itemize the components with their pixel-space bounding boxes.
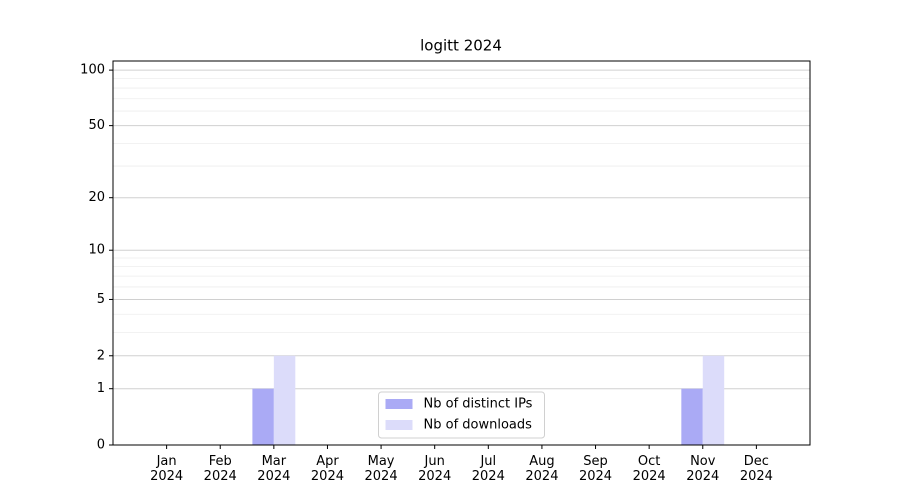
x-tick-label: Mar 2024	[257, 454, 291, 484]
y-tick-label: 0	[97, 438, 105, 453]
bar	[702, 355, 725, 445]
x-tick-label: Jun 2024	[418, 454, 452, 484]
x-tick-label: Apr 2024	[310, 454, 344, 484]
bar	[681, 388, 703, 445]
bar	[273, 355, 296, 445]
x-tick-label: May 2024	[364, 454, 398, 484]
legend-swatch	[385, 420, 413, 430]
x-tick-label: Dec 2024	[739, 454, 773, 484]
y-tick-label: 1	[97, 381, 105, 396]
plot-frame	[112, 60, 811, 446]
y-tick-label: 100	[80, 63, 105, 78]
bar	[252, 388, 274, 445]
x-tick-label: Feb 2024	[203, 454, 237, 484]
legend: Nb of distinct IPs Nb of downloads	[378, 391, 545, 439]
legend-swatch	[385, 399, 413, 409]
x-tick-label: Aug 2024	[525, 454, 559, 484]
x-tick-label: Jan 2024	[150, 454, 184, 484]
y-tick-label: 50	[88, 118, 105, 133]
legend-label: Nb of distinct IPs	[424, 397, 533, 412]
y-tick-label: 10	[88, 243, 105, 258]
x-tick-label: Sep 2024	[578, 454, 613, 484]
legend-box	[378, 391, 545, 439]
x-tick-label: Nov 2024	[686, 454, 720, 484]
x-tick-label: Jul 2024	[471, 454, 505, 484]
y-tick-label: 5	[97, 292, 105, 307]
x-tick-label: Oct 2024	[632, 454, 666, 484]
y-tick-label: 20	[88, 190, 105, 205]
chart-title: logitt 2024	[420, 37, 502, 55]
y-tick-label: 2	[97, 348, 105, 363]
legend-label: Nb of downloads	[424, 418, 533, 433]
